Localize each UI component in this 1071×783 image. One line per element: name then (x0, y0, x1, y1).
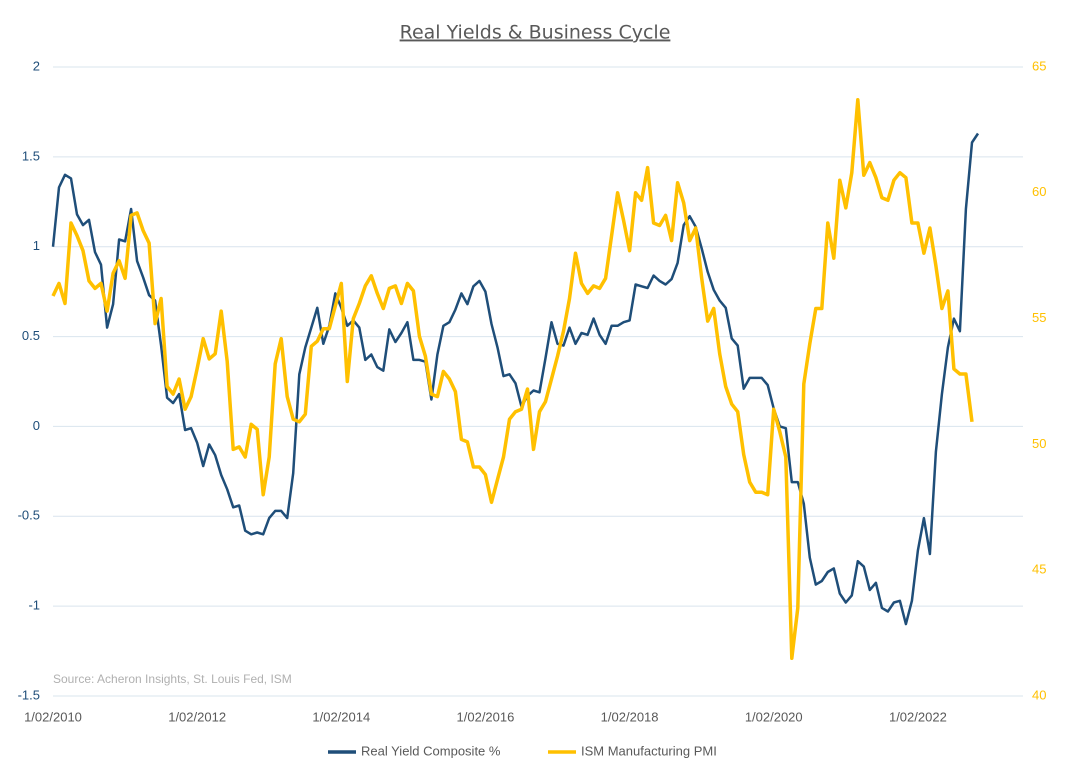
y-tick-label: 0 (33, 418, 40, 433)
x-tick-label: 1/02/2012 (168, 709, 226, 724)
x-tick-label: 1/02/2022 (889, 709, 947, 724)
y-tick-label: -1.5 (18, 687, 40, 702)
y-tick-label: 1 (33, 238, 40, 253)
chart-title: Real Yields & Business Cycle (400, 22, 671, 44)
y2-tick-label: 40 (1032, 687, 1046, 702)
y-tick-label: 2 (33, 58, 40, 73)
y-tick-label: 1.5 (22, 148, 40, 163)
y-tick-label: -0.5 (18, 508, 40, 523)
legend-label: Real Yield Composite % (361, 743, 501, 758)
x-tick-label: 1/02/2020 (745, 709, 803, 724)
x-tick-label: 1/02/2018 (601, 709, 659, 724)
y2-tick-label: 55 (1032, 310, 1046, 325)
y2-tick-label: 65 (1032, 58, 1046, 73)
series-line (51, 132, 980, 626)
x-tick-label: 1/02/2014 (312, 709, 370, 724)
y2-tick-label: 60 (1032, 184, 1046, 199)
x-tick-label: 1/02/2010 (24, 709, 82, 724)
y2-tick-label: 45 (1032, 562, 1046, 577)
source-note: Source: Acheron Insights, St. Louis Fed,… (53, 672, 292, 686)
series-line (51, 97, 974, 661)
legend-label: ISM Manufacturing PMI (581, 743, 717, 758)
y-tick-label: 0.5 (22, 328, 40, 343)
y2-tick-label: 50 (1032, 436, 1046, 451)
x-tick-label: 1/02/2016 (457, 709, 515, 724)
y-tick-label: -1 (28, 598, 40, 613)
